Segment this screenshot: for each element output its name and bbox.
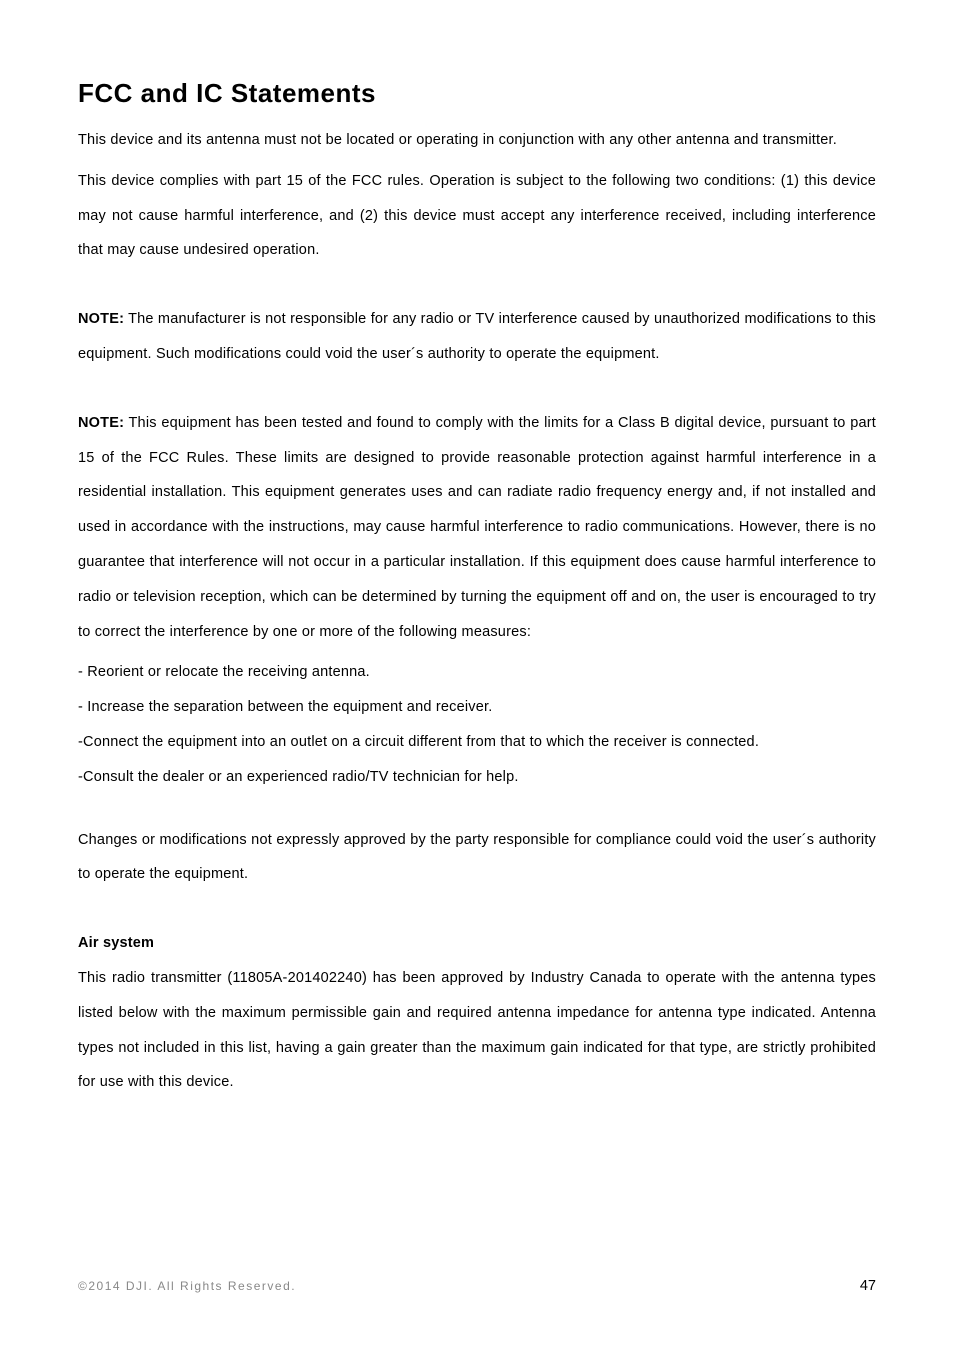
note-2: NOTE: This equipment has been tested and… — [78, 406, 876, 650]
bullet-2: - Increase the separation between the eq… — [78, 690, 876, 725]
page-footer: ©2014 DJI. All Rights Reserved. 47 — [78, 1278, 876, 1294]
spacer — [78, 378, 876, 406]
paragraph-3: Changes or modifications not expressly a… — [78, 823, 876, 893]
spacer — [78, 795, 876, 823]
footer-copyright: ©2014 DJI. All Rights Reserved. — [78, 1279, 296, 1293]
footer-page-number: 47 — [860, 1278, 876, 1294]
paragraph-4: This radio transmitter (11805A-201402240… — [78, 961, 876, 1100]
note-2-body: This equipment has been tested and found… — [78, 415, 876, 640]
bullet-3: -Connect the equipment into an outlet on… — [78, 725, 876, 760]
subheading-air-system: Air system — [78, 926, 876, 961]
note-2-label: NOTE: — [78, 415, 124, 431]
bullet-1: - Reorient or relocate the receiving ant… — [78, 655, 876, 690]
note-1-body: The manufacturer is not responsible for … — [78, 311, 876, 362]
paragraph-2: This device complies with part 15 of the… — [78, 164, 876, 268]
note-1-label: NOTE: — [78, 311, 124, 327]
note-1: NOTE: The manufacturer is not responsibl… — [78, 302, 876, 372]
bullet-4: -Consult the dealer or an experienced ra… — [78, 760, 876, 795]
paragraph-1: This device and its antenna must not be … — [78, 123, 876, 158]
spacer — [78, 274, 876, 302]
spacer — [78, 898, 876, 926]
page-heading: FCC and IC Statements — [78, 78, 876, 109]
page-content: FCC and IC Statements This device and it… — [0, 0, 954, 1100]
